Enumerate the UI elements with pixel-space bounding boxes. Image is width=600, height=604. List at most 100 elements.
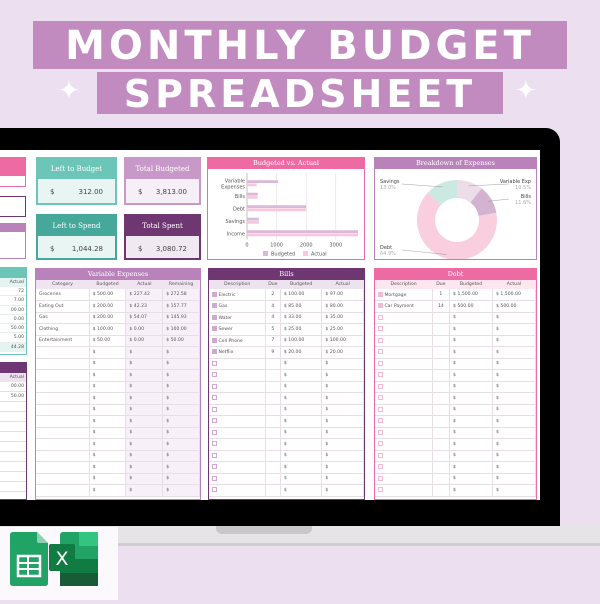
- checkbox[interactable]: [212, 452, 217, 458]
- actual-cell[interactable]: $ 227.42: [125, 289, 164, 301]
- description-cell[interactable]: Cell Phone: [209, 335, 266, 347]
- description-cell[interactable]: [209, 358, 266, 370]
- remaining-cell[interactable]: $ 100.00: [162, 323, 200, 336]
- checkbox[interactable]: [212, 475, 217, 481]
- actual-cell[interactable]: $: [321, 358, 364, 370]
- budgeted-cell[interactable]: $ 100.00: [280, 335, 323, 347]
- budgeted-cell[interactable]: $ 85.00: [280, 300, 323, 313]
- budgeted-cell[interactable]: $: [449, 381, 493, 393]
- due-cell[interactable]: [265, 381, 281, 393]
- actual-cell[interactable]: $ 25.00: [321, 323, 364, 336]
- due-cell[interactable]: 14: [432, 300, 451, 313]
- due-cell[interactable]: [432, 427, 451, 439]
- actual-cell[interactable]: $ 0.00: [125, 335, 164, 347]
- due-cell[interactable]: [265, 438, 281, 451]
- checkbox[interactable]: [378, 441, 383, 447]
- description-cell[interactable]: [209, 438, 266, 451]
- budgeted-cell[interactable]: $: [280, 369, 323, 382]
- budgeted-cell[interactable]: $: [449, 450, 493, 462]
- category-cell[interactable]: Entertainment: [36, 335, 90, 347]
- due-cell[interactable]: 5: [265, 323, 281, 336]
- due-cell[interactable]: [432, 438, 451, 451]
- budgeted-cell[interactable]: $: [89, 358, 127, 370]
- description-cell[interactable]: [375, 438, 433, 451]
- description-cell[interactable]: [209, 461, 266, 474]
- description-cell[interactable]: [375, 473, 433, 485]
- budgeted-cell[interactable]: $: [449, 323, 493, 336]
- description-cell[interactable]: Netflix: [209, 346, 266, 359]
- remaining-cell[interactable]: $ 145.93: [162, 312, 200, 324]
- description-cell[interactable]: Car Payment: [375, 300, 433, 313]
- checkbox[interactable]: [212, 314, 217, 320]
- actual-cell[interactable]: $: [492, 312, 536, 324]
- due-cell[interactable]: 4: [265, 300, 281, 313]
- checkbox[interactable]: [212, 418, 217, 424]
- due-cell[interactable]: 7: [265, 335, 281, 347]
- actual-cell[interactable]: $: [492, 484, 536, 497]
- actual-cell[interactable]: $: [321, 438, 364, 451]
- budgeted-cell[interactable]: $: [89, 369, 127, 382]
- remaining-cell[interactable]: $ 157.77: [162, 300, 200, 313]
- actual-cell[interactable]: $: [492, 461, 536, 474]
- checkbox[interactable]: [378, 326, 383, 332]
- description-cell[interactable]: [209, 450, 266, 462]
- partial-input-box[interactable]: [0, 196, 26, 217]
- actual-cell[interactable]: $: [125, 473, 164, 485]
- budgeted-cell[interactable]: $: [280, 438, 323, 451]
- checkbox[interactable]: [212, 337, 217, 343]
- budgeted-cell[interactable]: $: [280, 473, 323, 485]
- actual-cell[interactable]: $: [321, 369, 364, 382]
- budgeted-cell[interactable]: $: [89, 404, 127, 416]
- budgeted-cell[interactable]: $ 50.00: [89, 335, 127, 347]
- description-cell[interactable]: [375, 381, 433, 393]
- description-cell[interactable]: [375, 369, 433, 382]
- remaining-cell[interactable]: $: [162, 392, 200, 405]
- budgeted-cell[interactable]: $: [280, 404, 323, 416]
- due-cell[interactable]: [432, 473, 451, 485]
- checkbox[interactable]: [212, 487, 217, 493]
- due-cell[interactable]: [265, 450, 281, 462]
- category-cell[interactable]: [36, 392, 90, 405]
- description-cell[interactable]: Sewer: [209, 323, 266, 336]
- actual-cell[interactable]: $ 54.07: [125, 312, 164, 324]
- checkbox[interactable]: [378, 372, 383, 378]
- budgeted-cell[interactable]: $: [449, 369, 493, 382]
- budgeted-cell[interactable]: $ 1,500.00: [449, 289, 493, 301]
- due-cell[interactable]: 4: [265, 312, 281, 324]
- remaining-cell[interactable]: $: [162, 369, 200, 382]
- remaining-cell[interactable]: $: [162, 381, 200, 393]
- actual-cell[interactable]: $: [125, 450, 164, 462]
- actual-cell[interactable]: $: [321, 415, 364, 428]
- checkbox[interactable]: [378, 464, 383, 470]
- description-cell[interactable]: [375, 415, 433, 428]
- due-cell[interactable]: [432, 369, 451, 382]
- budgeted-cell[interactable]: $: [280, 392, 323, 405]
- remaining-cell[interactable]: $: [162, 473, 200, 485]
- due-cell[interactable]: [432, 404, 451, 416]
- category-cell[interactable]: [36, 415, 90, 428]
- checkbox[interactable]: [378, 475, 383, 481]
- empty-cell[interactable]: [0, 402, 26, 412]
- checkbox[interactable]: [212, 395, 217, 401]
- actual-cell[interactable]: $: [492, 323, 536, 336]
- actual-cell[interactable]: $ 20.00: [321, 346, 364, 359]
- due-cell[interactable]: [265, 415, 281, 428]
- due-cell[interactable]: [265, 484, 281, 497]
- description-cell[interactable]: [209, 369, 266, 382]
- checkbox[interactable]: [378, 406, 383, 412]
- description-cell[interactable]: [375, 335, 433, 347]
- checkbox[interactable]: [212, 326, 217, 332]
- actual-cell[interactable]: $: [321, 404, 364, 416]
- due-cell[interactable]: [432, 323, 451, 336]
- actual-cell[interactable]: $: [492, 473, 536, 485]
- due-cell[interactable]: [265, 473, 281, 485]
- remaining-cell[interactable]: $: [162, 404, 200, 416]
- description-cell[interactable]: Water: [209, 312, 266, 324]
- empty-cell[interactable]: [0, 452, 26, 462]
- description-cell[interactable]: [375, 392, 433, 405]
- checkbox[interactable]: [378, 291, 383, 297]
- budgeted-cell[interactable]: $: [89, 438, 127, 451]
- budgeted-cell[interactable]: $ 25.00: [280, 323, 323, 336]
- due-cell[interactable]: [265, 392, 281, 405]
- checkbox[interactable]: [212, 349, 217, 355]
